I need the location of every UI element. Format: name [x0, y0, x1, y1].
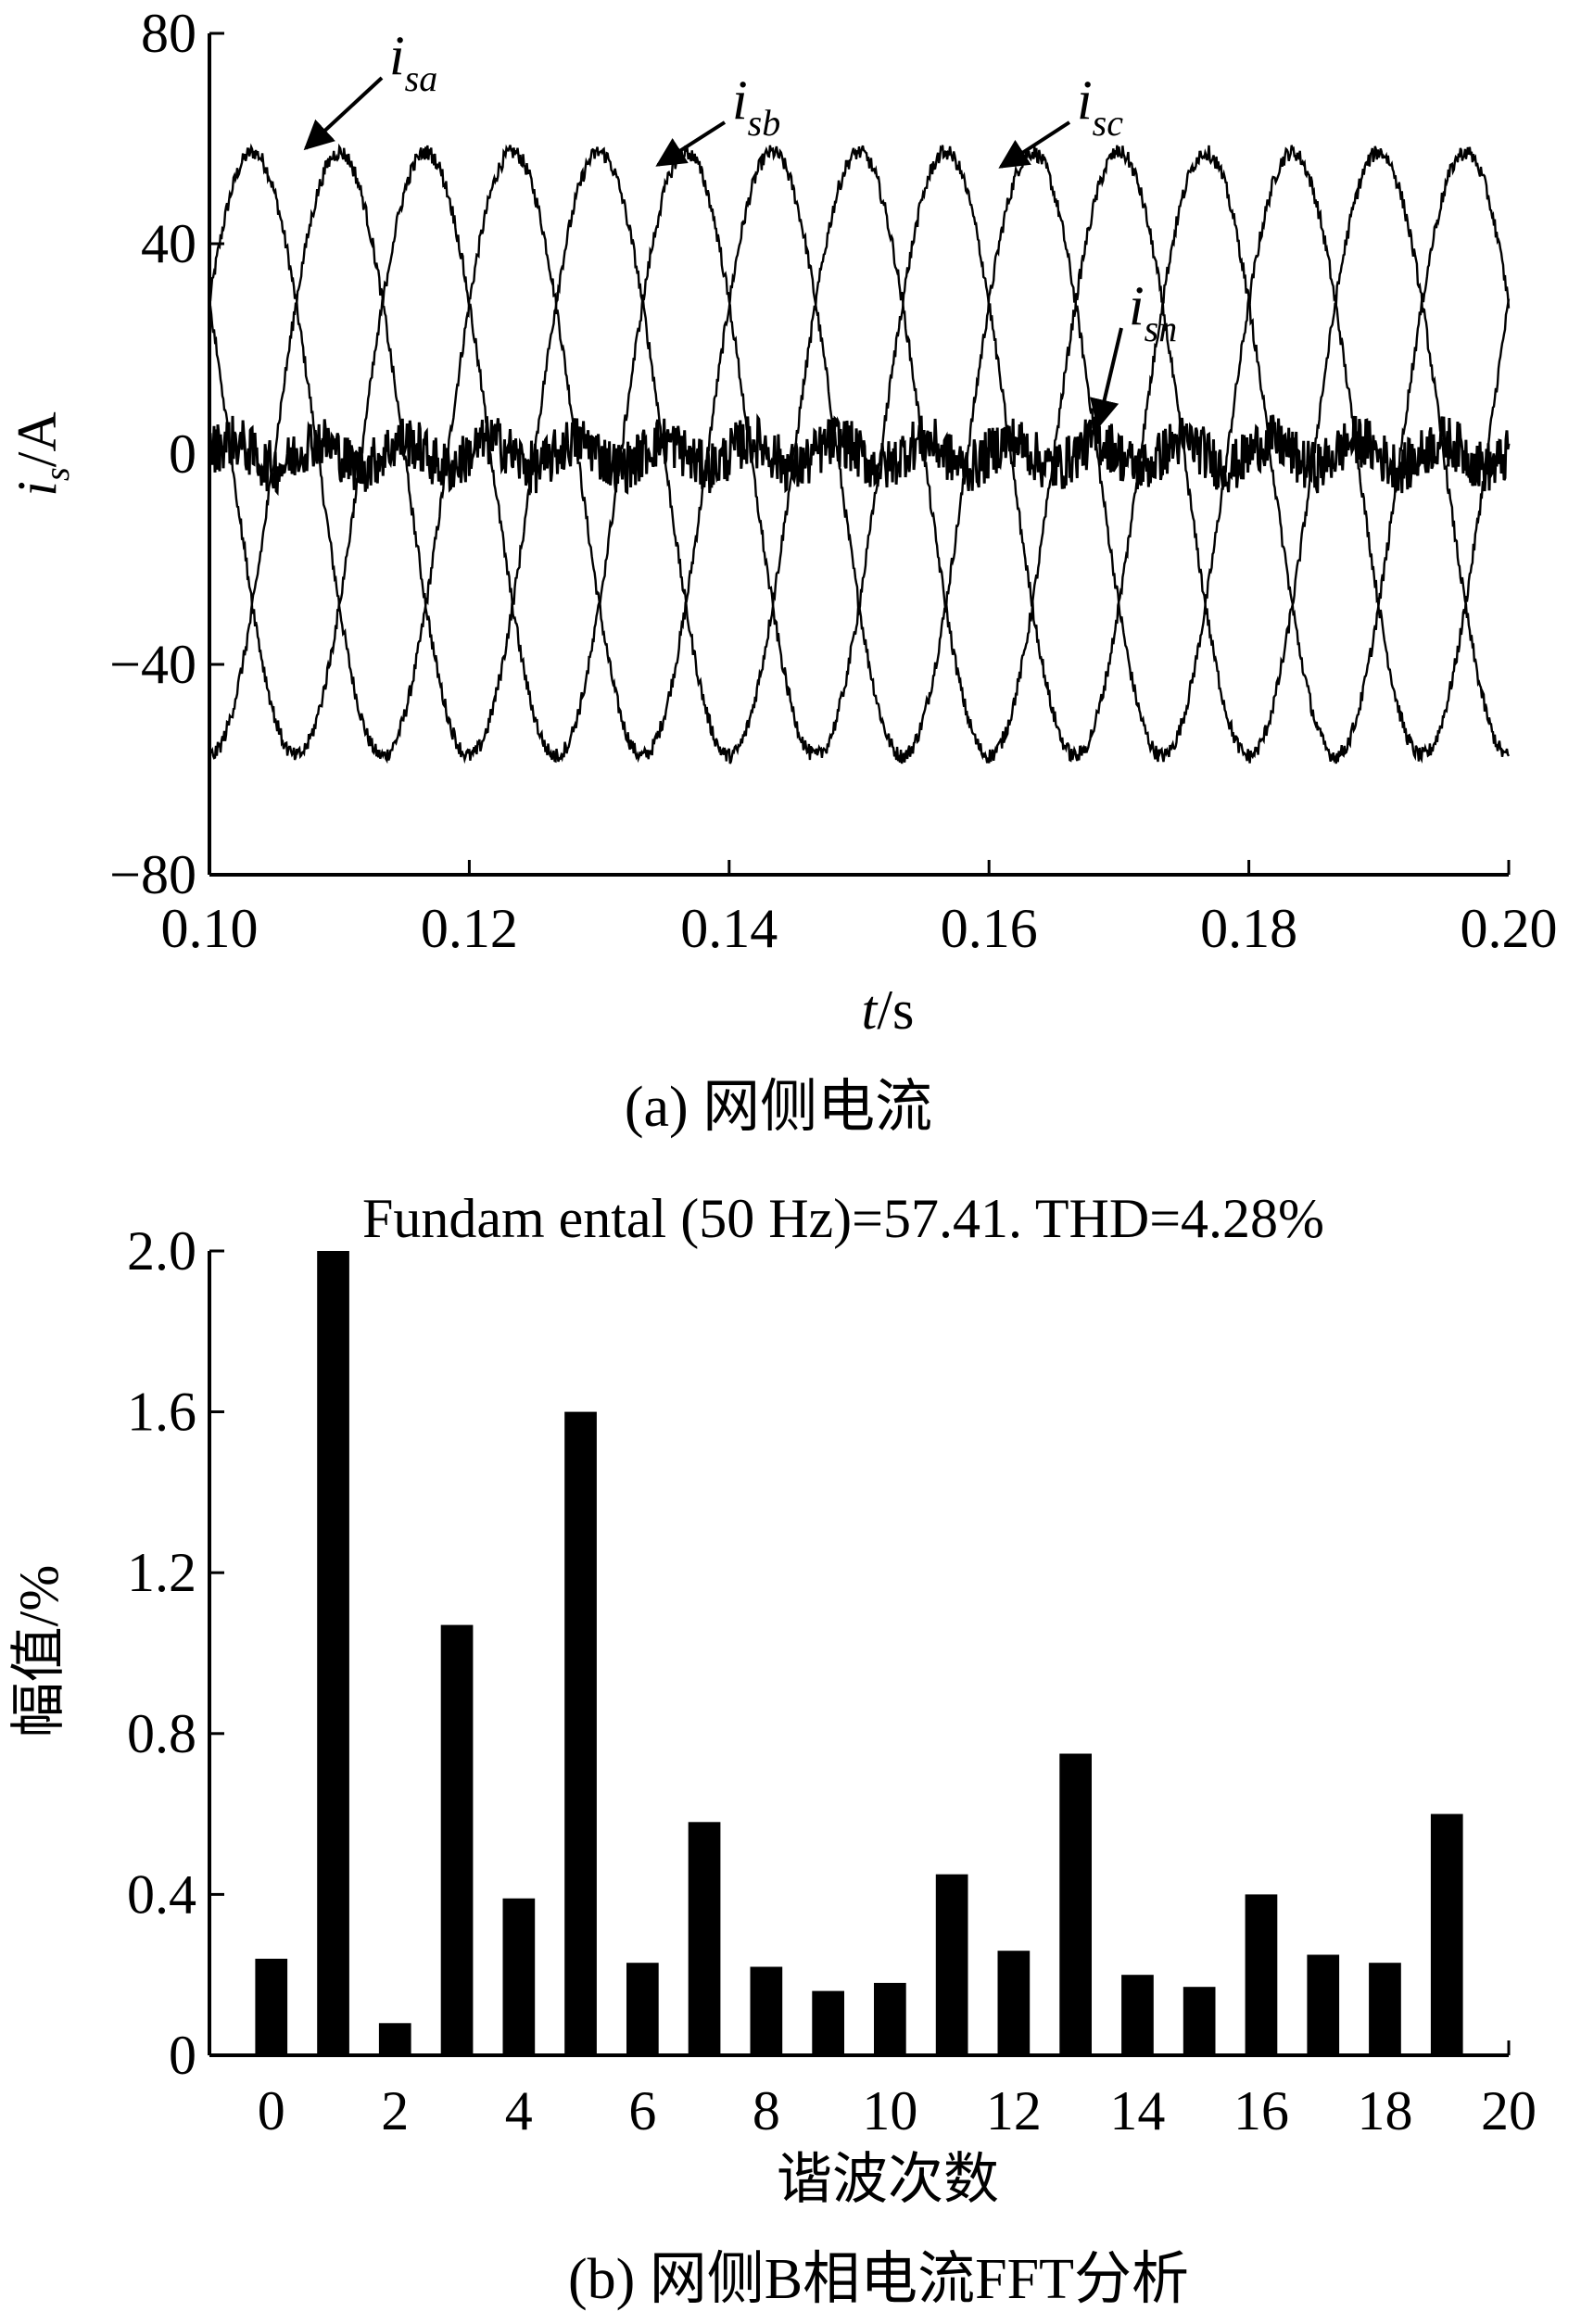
- y-axis-label-a: is/A: [6, 411, 77, 496]
- caption-a: (a) 网侧电流: [625, 1076, 932, 1139]
- x-tick-label: 12: [986, 2080, 1042, 2141]
- harmonic-bar: [1430, 1813, 1463, 2055]
- harmonic-bar: [1307, 1954, 1340, 2055]
- x-tick-label: 16: [1233, 2080, 1289, 2141]
- annotation-isa: isa: [389, 25, 437, 99]
- x-ticks-b: 0 2 4 6 8 10 12 14 16 18 20: [258, 2040, 1537, 2141]
- harmonic-bar: [626, 1963, 659, 2055]
- y-tick-label: −80: [109, 844, 196, 905]
- series-sn-line: [208, 412, 1511, 497]
- x-tick-label: 0.20: [1461, 898, 1558, 959]
- y-tick-label: 40: [141, 213, 196, 274]
- x-tick-label: 8: [753, 2080, 780, 2141]
- annotation-arrow: [303, 76, 384, 151]
- x-tick-label: 18: [1357, 2080, 1412, 2141]
- x-tick-label: 0: [258, 2080, 285, 2141]
- x-axis-label-b: 谐波次数: [777, 2149, 999, 2210]
- current-line-chart: 80 40 0 −40 −80 0.10 0.12 0.14 0.16 0.18 0.20 isa…: [6, 3, 1558, 1139]
- harmonic-bar: [1183, 1987, 1216, 2055]
- harmonic-bars: [255, 1251, 1463, 2055]
- harmonic-bar: [255, 1958, 288, 2055]
- y-axis-label-b: 幅值/%: [8, 1565, 70, 1738]
- y-tick-label: 0: [169, 2025, 196, 2086]
- chart-title-b: Fundam ental (50 Hz)=57.41. THD=4.28%: [362, 1188, 1324, 1249]
- annotations-a: isa isb isc isn: [303, 25, 1177, 430]
- harmonic-bar: [440, 1624, 474, 2055]
- harmonic-bar: [1059, 1753, 1092, 2055]
- fft-bar-chart: Fundam ental (50 Hz)=57.41. THD=4.28% 2.…: [8, 1188, 1537, 2311]
- x-tick-label: 0.10: [161, 898, 259, 959]
- x-axis-label-a: t/s: [862, 979, 915, 1041]
- harmonic-bar: [935, 1874, 968, 2055]
- caption-b: (b) 网侧B相电流FFT分析: [568, 2248, 1189, 2311]
- x-tick-label: 20: [1481, 2080, 1537, 2141]
- y-tick-label: 0.8: [127, 1703, 196, 1764]
- x-tick-label: 4: [505, 2080, 533, 2141]
- x-tick-label: 0.12: [421, 898, 518, 959]
- x-tick-label: 0.16: [941, 898, 1038, 959]
- series-sc-line: [208, 145, 1511, 764]
- harmonic-bar: [688, 1822, 721, 2055]
- x-tick-label: 6: [628, 2080, 656, 2141]
- y-ticks-b: 2.0 1.6 1.2 0.8 0.4 0: [127, 1220, 224, 2086]
- harmonic-bar: [502, 1898, 536, 2055]
- y-tick-label: 1.6: [127, 1382, 196, 1443]
- y-tick-label: 2.0: [127, 1220, 196, 1282]
- harmonic-bar: [317, 1251, 349, 2055]
- annotation-isc: isc: [1077, 69, 1123, 144]
- x-ticks-a: 0.10 0.12 0.14 0.16 0.18 0.20: [161, 860, 1558, 959]
- annotation-isb: isb: [732, 69, 780, 144]
- y-tick-label: 80: [141, 3, 196, 64]
- y-tick-label: 0: [169, 423, 196, 485]
- annotation-arrow: [998, 120, 1071, 169]
- annotation-arrow: [655, 120, 727, 167]
- harmonic-bar: [564, 1411, 597, 2055]
- harmonic-bar: [812, 1990, 844, 2055]
- annotation-isn: isn: [1129, 275, 1177, 349]
- x-tick-label: 10: [862, 2080, 917, 2141]
- annotation-arrow: [1090, 327, 1123, 430]
- x-tick-label: 14: [1109, 2080, 1165, 2141]
- current-curves: [208, 143, 1511, 764]
- harmonic-bar: [1369, 1963, 1401, 2055]
- y-tick-label: −40: [109, 634, 196, 695]
- y-tick-label: 0.4: [127, 1863, 196, 1925]
- harmonic-bar: [1245, 1894, 1278, 2055]
- x-tick-label: 2: [381, 2080, 409, 2141]
- harmonic-bar: [997, 1951, 1031, 2055]
- y-ticks-a: 80 40 0 −40 −80: [109, 3, 224, 905]
- x-tick-label: 0.14: [680, 898, 778, 959]
- y-tick-label: 1.2: [127, 1542, 196, 1603]
- x-tick-label: 0.18: [1200, 898, 1297, 959]
